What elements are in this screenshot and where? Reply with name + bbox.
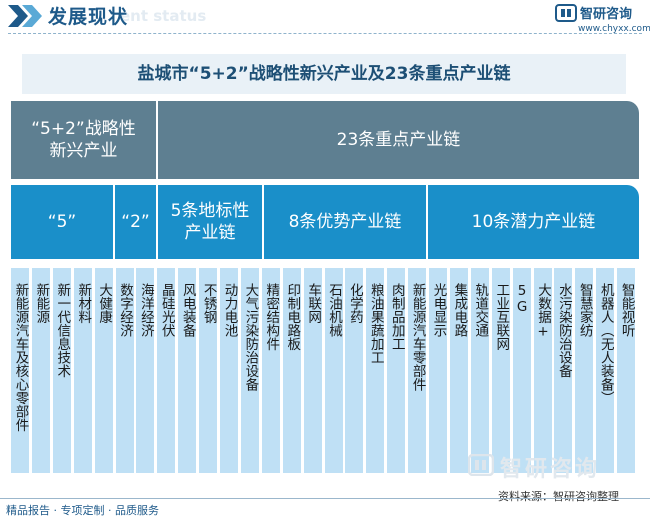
industry-column: 5G	[512, 268, 531, 473]
header-divider	[8, 33, 642, 34]
industry-label: 智慧家纺	[576, 283, 593, 337]
industry-column: 印制电路板	[282, 268, 301, 473]
industry-label: 大健康	[96, 283, 113, 324]
industry-label: 印制电路板	[284, 283, 301, 351]
industry-label: 大气污染防治设备	[242, 283, 259, 391]
key-industry-chain-header: 23条重点产业链	[158, 101, 639, 179]
industry-column: 肉制品加工	[387, 268, 406, 473]
industry-column: 化学药	[345, 268, 364, 473]
industry-label: 新能源汽车及核心零部件	[12, 283, 29, 432]
industry-column: 大数据+	[533, 268, 552, 473]
industry-column: 动力电池	[220, 268, 238, 473]
landmark-chain-box: 5条地标性产业链	[158, 185, 262, 259]
industry-column: 机器人（无人装备）	[596, 268, 615, 473]
page-header: ent status 发展现状 智研咨询 www.chyxx.com	[0, 0, 650, 36]
five-group-box: “5”	[11, 185, 113, 259]
brand-name: 智研咨询	[580, 7, 633, 22]
industry-column: 晶硅光伏	[157, 268, 176, 473]
industry-column: 大气污染防治设备	[240, 268, 259, 473]
industry-column: 集成电路	[449, 268, 468, 473]
industry-column: 智能视听	[617, 268, 636, 473]
industry-label: 轨道交通	[472, 283, 489, 337]
industry-column: 大健康	[94, 268, 113, 473]
industry-column: 新能源	[31, 268, 50, 473]
industry-label: 风电装备	[179, 283, 196, 337]
industry-label: 车联网	[305, 283, 322, 324]
industry-column: 不锈钢	[199, 268, 218, 473]
industry-column: 海洋经济	[136, 268, 155, 473]
industry-label: 光电显示	[430, 283, 447, 337]
two-group-box: “2”	[115, 185, 156, 259]
industry-column: 车联网	[303, 268, 322, 473]
industry-label: 石油机械	[326, 283, 342, 337]
industry-label: 工业互联网	[493, 283, 510, 351]
industry-label: 肉制品加工	[388, 283, 405, 351]
industry-label: 粮油果蔬加工	[367, 283, 384, 364]
industry-column: 智慧家纺	[575, 268, 594, 473]
industry-label: 海洋经济	[137, 283, 154, 337]
industry-label: 新能源汽车零部件	[409, 283, 426, 391]
brand-url: www.chyxx.com	[578, 24, 650, 34]
industry-column: 轨道交通	[470, 268, 489, 473]
brand-logo-icon	[555, 4, 577, 22]
industry-label: 5G	[514, 283, 531, 315]
double-chevron-icon	[8, 5, 42, 27]
watermark-logo-icon	[468, 454, 494, 476]
industry-column: 石油机械	[324, 268, 343, 473]
industry-column: 新一代信息技术	[52, 268, 71, 473]
industry-column: 水污染防治设备	[554, 268, 573, 473]
industry-label: 数字经济	[117, 283, 133, 337]
potential-chain-box: 10条潜力产业链	[428, 185, 639, 259]
industry-column: 风电装备	[178, 268, 197, 473]
industry-label: 晶硅光伏	[158, 283, 175, 337]
header-subtitle-watermark: ent status	[120, 7, 207, 25]
industry-column: 光电显示	[429, 268, 447, 473]
chart-title: 盐城市“5+2”战略性新兴产业及23条重点产业链	[22, 54, 626, 94]
industry-column: 粮油果蔬加工	[366, 268, 385, 473]
industry-label: 新一代信息技术	[54, 283, 71, 378]
industry-label: 水污染防治设备	[555, 283, 572, 378]
industry-label: 不锈钢	[200, 283, 217, 324]
industry-label: 新能源	[33, 283, 50, 324]
industry-column: 新能源汽车及核心零部件	[11, 268, 29, 473]
industry-label: 集成电路	[451, 283, 468, 337]
source-note: 资料来源：智研咨询整理	[498, 490, 619, 503]
strategic-industry-header: “5+2”战略性新兴产业	[11, 101, 156, 179]
industry-label: 大数据+	[535, 283, 551, 340]
footer-divider	[0, 498, 650, 499]
industry-column: 新材料	[73, 268, 92, 473]
page-title: 发展现状	[48, 6, 129, 28]
industry-label: 智能视听	[618, 283, 635, 337]
industry-label: 动力电池	[221, 283, 238, 337]
industry-column: 工业互联网	[491, 268, 510, 473]
industry-label: 精密结构件	[263, 283, 280, 351]
industry-column: 数字经济	[115, 268, 134, 473]
industry-column: 精密结构件	[261, 268, 280, 473]
industry-label: 新材料	[75, 283, 92, 324]
industry-column: 新能源汽车零部件	[408, 268, 427, 473]
watermark-text: 智研咨询	[500, 457, 601, 482]
footer-text: 精品报告 · 专项定制 · 品质服务	[6, 504, 159, 517]
industry-label: 机器人（无人装备）	[597, 283, 614, 405]
industry-label: 化学药	[346, 283, 363, 324]
advantage-chain-box: 8条优势产业链	[264, 185, 426, 259]
